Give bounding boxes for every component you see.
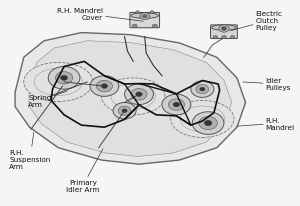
Circle shape [200,88,205,91]
Polygon shape [29,42,232,157]
Ellipse shape [131,14,158,19]
Circle shape [56,72,73,85]
Circle shape [118,107,131,116]
Text: R.H.
Suspension
Arm: R.H. Suspension Arm [9,133,51,169]
Circle shape [162,95,191,115]
FancyBboxPatch shape [211,26,237,39]
Circle shape [221,27,226,31]
Ellipse shape [171,101,234,138]
Ellipse shape [212,26,236,31]
Circle shape [150,12,154,14]
Circle shape [140,14,150,21]
Circle shape [132,25,137,29]
Circle shape [230,36,235,40]
Circle shape [124,85,153,105]
Circle shape [136,12,139,14]
Ellipse shape [24,63,93,102]
Circle shape [122,109,127,113]
Text: Electric
Clutch
Pulley: Electric Clutch Pulley [231,11,283,31]
Circle shape [219,26,229,33]
Circle shape [191,82,214,98]
Text: Idler
Pulleys: Idler Pulleys [243,78,291,91]
Circle shape [199,117,217,130]
Text: R.H. Mandrel
Cover: R.H. Mandrel Cover [57,8,143,22]
Circle shape [142,15,147,19]
Circle shape [90,76,119,97]
Circle shape [131,89,147,101]
Circle shape [113,103,136,119]
Circle shape [168,99,184,111]
Circle shape [136,92,142,97]
Circle shape [61,76,68,81]
Circle shape [152,25,158,29]
FancyBboxPatch shape [130,13,160,29]
Circle shape [196,85,209,94]
Circle shape [192,112,224,135]
Circle shape [173,103,180,107]
Circle shape [101,84,108,89]
Text: Spring
Arm: Spring Arm [28,92,67,107]
Text: Primary
Idler Arm: Primary Idler Arm [66,149,103,192]
Circle shape [204,121,212,126]
Circle shape [48,67,80,90]
Polygon shape [15,33,246,164]
Text: R.H.
Mandrel: R.H. Mandrel [237,117,295,130]
Circle shape [213,36,218,40]
Ellipse shape [101,78,165,115]
Circle shape [222,36,226,40]
Circle shape [96,81,112,92]
